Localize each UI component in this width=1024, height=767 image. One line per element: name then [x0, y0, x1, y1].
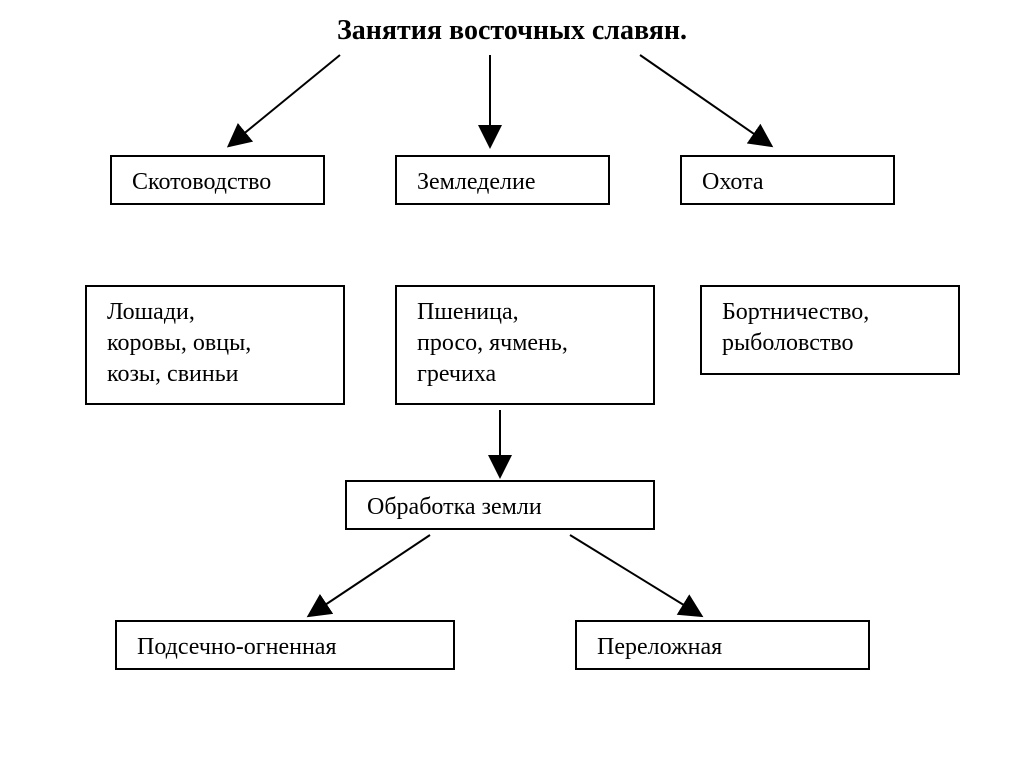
node-label: Переложная: [597, 634, 722, 660]
node-podsechno: Подсечно-огненная: [115, 620, 455, 670]
edge-obrabotka-perelozhnaya: [570, 535, 700, 615]
node-label: Лошади,коровы, овцы,козы, свиньи: [107, 299, 251, 387]
edge-obrabotka-podsechno: [310, 535, 430, 615]
node-ohota: Охота: [680, 155, 895, 205]
edge-title-skotovodstvo: [230, 55, 340, 145]
node-label: Бортничество,рыболовство: [722, 299, 869, 356]
node-perelozhnaya: Переложная: [575, 620, 870, 670]
node-loshadi: Лошади,коровы, овцы,козы, свиньи: [85, 285, 345, 405]
node-zemledelie: Земледелие: [395, 155, 610, 205]
node-label: Охота: [702, 169, 764, 195]
node-obrabotka: Обработка земли: [345, 480, 655, 530]
node-label: Пшеница,просо, ячмень,гречиха: [417, 299, 568, 387]
diagram-title: Занятия восточных славян.: [337, 15, 687, 47]
node-label: Скотоводство: [132, 169, 271, 195]
node-bortnichestvo: Бортничество,рыболовство: [700, 285, 960, 375]
node-label: Земледелие: [417, 169, 536, 195]
node-skotovodstvo: Скотоводство: [110, 155, 325, 205]
node-label: Подсечно-огненная: [137, 634, 336, 660]
node-label: Обработка земли: [367, 494, 542, 520]
node-pshenitsa: Пшеница,просо, ячмень,гречиха: [395, 285, 655, 405]
edge-title-ohota: [640, 55, 770, 145]
